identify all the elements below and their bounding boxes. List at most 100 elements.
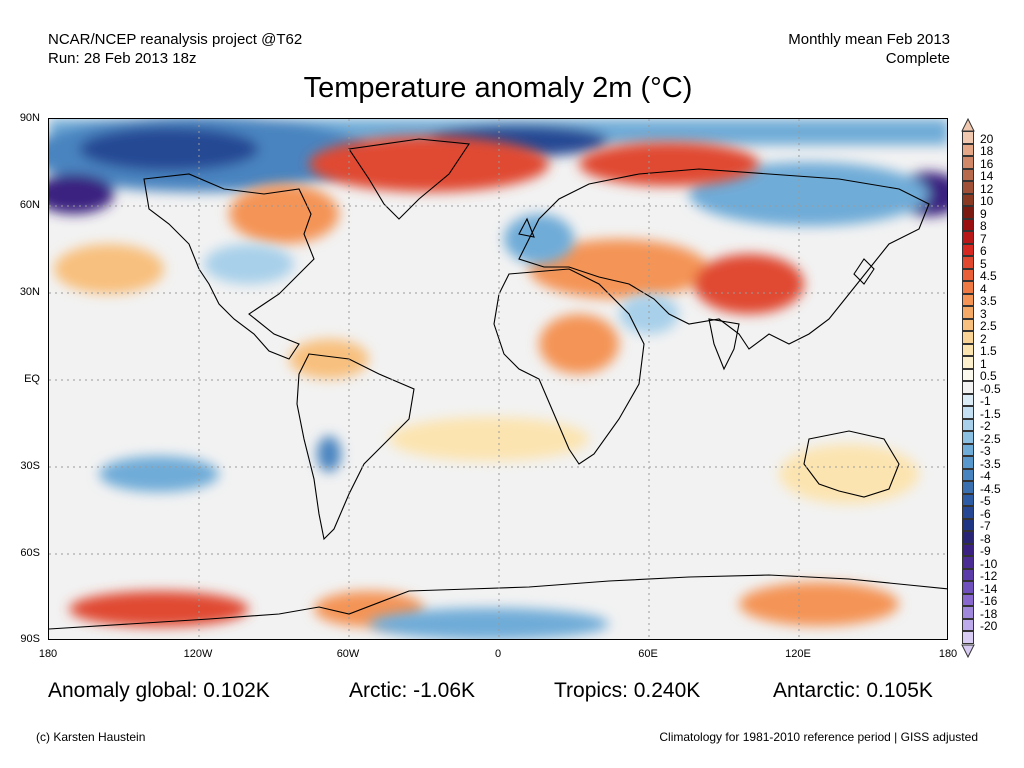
colorbar-swatch xyxy=(962,606,974,619)
colorbar-swatch xyxy=(962,318,974,331)
cool-anomaly-us xyxy=(204,244,294,284)
stat-tropics: Tropics: 0.240K xyxy=(554,679,701,702)
colorbar-label: 4.5 xyxy=(980,269,997,283)
colorbar-swatch xyxy=(962,343,974,356)
colorbar-label: -0.5 xyxy=(980,381,1001,396)
colorbar-label: 16 xyxy=(980,156,994,171)
colorbar-swatch xyxy=(962,368,974,381)
map-header-right: Monthly mean Feb 2013 Complete xyxy=(788,30,950,68)
warm-anomaly-east-antarctica xyxy=(739,582,899,626)
cool-regions xyxy=(99,214,679,639)
coast-africa xyxy=(493,268,645,465)
colorbar-swatch xyxy=(962,481,974,494)
colorbar-label: -12 xyxy=(980,569,998,583)
arctic-cold-region xyxy=(49,119,947,226)
graticule xyxy=(49,119,947,639)
colorbar-label: 1 xyxy=(980,356,987,371)
colorbar-label: -2.5 xyxy=(980,431,1001,446)
warm-anomaly-caribbean xyxy=(289,339,369,379)
colorbar-swatch xyxy=(962,206,974,219)
colorbar-swatch xyxy=(962,331,974,344)
colorbar-label: 4 xyxy=(980,281,987,296)
warm-anomaly-east-europe xyxy=(529,239,709,299)
colorbar-label: -3 xyxy=(980,444,991,458)
colorbar-swatch xyxy=(962,156,974,169)
lat-label-60s: 60S xyxy=(20,547,40,559)
warm-anomaly-barents xyxy=(579,142,759,186)
colorbar-label: 3.5 xyxy=(980,294,997,308)
warm-anomaly-sahara xyxy=(539,314,619,374)
cool-anomaly-west-europe xyxy=(504,214,574,264)
colorbar-label: -10 xyxy=(980,556,998,571)
colorbar-swatch xyxy=(962,618,974,631)
colorbar-label: -16 xyxy=(980,594,998,608)
colorbar-label: -20 xyxy=(980,619,998,633)
colorbar-label: 8 xyxy=(980,219,987,233)
colorbar-swatch xyxy=(962,268,974,281)
coast-japan xyxy=(853,258,875,285)
colorbar-swatch xyxy=(962,356,974,369)
colorbar-label: 1.5 xyxy=(980,344,997,358)
colorbar-label: -1 xyxy=(980,394,991,408)
colorbar-swatch xyxy=(962,231,974,244)
colorbar-swatch xyxy=(962,431,974,444)
colorbar-label: -1.5 xyxy=(980,406,1001,421)
colorbar-swatch xyxy=(962,418,974,431)
colorbar-label: 20 xyxy=(980,131,994,146)
colorbar-swatch xyxy=(962,243,974,256)
run-line: Run: 28 Feb 2013 18z xyxy=(48,50,197,67)
colorbar-top-arrow xyxy=(961,118,975,132)
lat-label-90n: 90N xyxy=(19,112,40,124)
colorbar-swatch xyxy=(962,518,974,531)
stat-antarctic: Antarctic: 0.105K xyxy=(773,679,933,702)
colorbar-label: 0.5 xyxy=(980,369,997,383)
colorbar-label: -2 xyxy=(980,419,991,433)
cold-anomaly-siberia xyxy=(689,162,929,226)
colorbar-label: 2.5 xyxy=(980,319,997,333)
cool-anomaly-argentina xyxy=(317,436,341,472)
colorbar-label: -4 xyxy=(980,469,991,483)
map-title: Temperature anomaly 2m (°C) xyxy=(303,72,693,104)
coast-greenland xyxy=(348,138,470,220)
stat-global: Anomaly global: 0.102K xyxy=(48,679,270,702)
period-line: Monthly mean Feb 2013 xyxy=(788,31,950,48)
colorbar-swatch xyxy=(962,406,974,419)
cold-core-beaufort xyxy=(79,127,259,171)
coast-uk xyxy=(518,217,535,238)
lat-label-60n: 60N xyxy=(19,199,40,211)
colorbar-swatch xyxy=(962,181,974,194)
anomaly-map xyxy=(48,118,948,640)
warm-regions xyxy=(54,136,919,627)
coastlines xyxy=(49,138,947,630)
lat-label-30s: 30S xyxy=(20,460,40,472)
status-line: Complete xyxy=(885,50,950,67)
colorbar-label: 2 xyxy=(980,331,987,346)
colorbar-bottom-arrow xyxy=(961,644,975,658)
colorbar-label: -8 xyxy=(980,531,991,546)
warm-anomaly-hudson xyxy=(229,184,339,244)
cool-anomaly-antarctic-coast xyxy=(369,608,609,639)
lat-label-90s: 90S xyxy=(20,633,40,645)
colorbar-label: -4.5 xyxy=(980,481,1001,496)
credit-line: (c) Karsten Haustein xyxy=(36,730,146,744)
colorbar-swatch xyxy=(962,493,974,506)
lat-label-30n: 30N xyxy=(19,286,40,298)
lon-label-180w: 180 xyxy=(38,648,58,660)
colorbar-label: -5 xyxy=(980,494,991,508)
warm-anomaly-north-pacific xyxy=(54,244,164,294)
lon-label-120e: 120E xyxy=(785,648,811,660)
colorbar-label: 5 xyxy=(980,256,987,271)
warm-anomaly-australia xyxy=(779,444,919,504)
colorbar-label: 10 xyxy=(980,194,994,208)
warm-anomaly-greenland xyxy=(309,136,549,192)
warm-anomaly-south-atlantic xyxy=(389,417,589,461)
lon-label-120w: 120W xyxy=(183,648,213,660)
colorbar-label: -14 xyxy=(980,581,998,596)
colorbar-swatch xyxy=(962,468,974,481)
colorbar-swatch xyxy=(962,281,974,294)
lon-label-180e: 180 xyxy=(938,648,958,660)
coast-australia xyxy=(803,430,900,498)
colorbar-swatch xyxy=(962,443,974,456)
colorbar-label: 18 xyxy=(980,144,994,158)
coast-south-america xyxy=(296,353,415,541)
